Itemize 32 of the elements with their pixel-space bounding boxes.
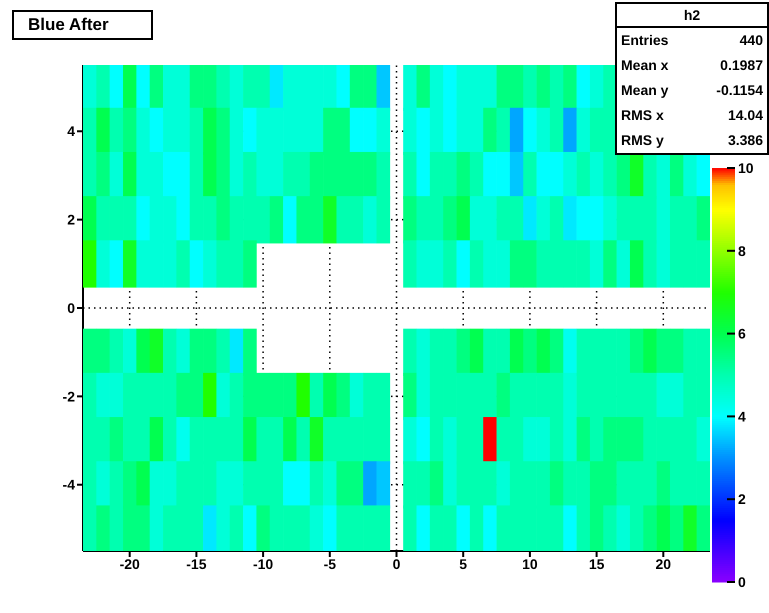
text: 0.1987 bbox=[720, 56, 763, 75]
x-tick-label: -20 bbox=[120, 556, 140, 572]
y-tick-label: 0 bbox=[67, 300, 76, 316]
text: 3.386 bbox=[728, 131, 763, 150]
text: 14.04 bbox=[728, 106, 763, 125]
x-tick-label: 20 bbox=[656, 556, 672, 572]
x-tick-label: 15 bbox=[588, 556, 605, 572]
annotation: RMS y bbox=[621, 131, 664, 150]
x-tick-label: 0 bbox=[392, 556, 401, 572]
color-bar-label: 4 bbox=[738, 408, 746, 424]
color-bar-label: 10 bbox=[738, 160, 754, 176]
text: Entries bbox=[621, 31, 668, 50]
x-tick-label: -15 bbox=[186, 556, 207, 572]
x-tick-label: -5 bbox=[324, 556, 336, 572]
y-tick-label: -4 bbox=[62, 476, 76, 493]
annotation: Mean x bbox=[621, 56, 668, 75]
color-bar-label: 6 bbox=[738, 326, 746, 342]
text: 440 bbox=[740, 31, 763, 50]
y-tick-label: -2 bbox=[62, 388, 76, 404]
x-tick-label: 10 bbox=[522, 556, 538, 572]
text: h2 bbox=[617, 4, 767, 28]
annotation: Mean y bbox=[621, 81, 668, 100]
color-bar-label: 2 bbox=[738, 491, 746, 508]
x-tick-label: -10 bbox=[252, 556, 274, 572]
color-bar-label: 0 bbox=[738, 574, 746, 590]
x-tick-label: 5 bbox=[459, 556, 468, 572]
annotation: RMS x bbox=[621, 106, 664, 125]
chart-title: Blue After bbox=[12, 10, 153, 40]
color-bar-label: 8 bbox=[738, 242, 746, 259]
y-tick-label: 4 bbox=[67, 123, 76, 140]
y-tick-label: 2 bbox=[67, 212, 76, 228]
text: -0.1154 bbox=[716, 81, 763, 100]
